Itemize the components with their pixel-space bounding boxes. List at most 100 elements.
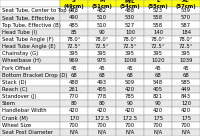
Text: 78.0°: 78.0°: [179, 37, 193, 42]
Text: 449: 449: [181, 87, 191, 92]
Text: 395: 395: [181, 51, 191, 56]
Text: 45: 45: [71, 66, 77, 70]
Text: 395: 395: [125, 51, 135, 56]
Bar: [144, 64, 172, 72]
Text: 45: 45: [99, 66, 105, 70]
Text: 72.5°: 72.5°: [95, 44, 109, 49]
Text: 530: 530: [125, 15, 135, 20]
Text: Wheelbase (H): Wheelbase (H): [2, 58, 40, 63]
Text: 1039: 1039: [179, 58, 193, 63]
Bar: [116, 100, 144, 107]
Bar: [0, 57, 60, 64]
Bar: [172, 86, 200, 93]
Bar: [144, 29, 172, 36]
Text: 969: 969: [69, 58, 79, 63]
Bar: [0, 43, 60, 50]
Bar: [144, 14, 172, 21]
Bar: [60, 29, 88, 36]
Text: 482: 482: [97, 8, 107, 13]
Bar: [88, 100, 116, 107]
Text: 72.5°: 72.5°: [123, 44, 137, 49]
Bar: [172, 72, 200, 79]
Text: Crank (M): Crank (M): [2, 116, 28, 121]
Bar: [172, 14, 200, 21]
Text: M
(51cm): M (51cm): [92, 0, 112, 9]
Bar: [172, 122, 200, 129]
Bar: [0, 0, 60, 7]
Text: N/A: N/A: [125, 130, 135, 135]
Text: Seat Post Diameter: Seat Post Diameter: [2, 130, 53, 135]
Text: 420: 420: [125, 108, 135, 113]
Text: Fork Offset: Fork Offset: [2, 66, 30, 70]
Text: 175: 175: [181, 116, 191, 121]
Text: Seat Tube, Center to Top (A): Seat Tube, Center to Top (A): [2, 8, 76, 13]
Bar: [0, 72, 60, 79]
Text: 509: 509: [125, 80, 135, 85]
Bar: [0, 7, 60, 14]
Bar: [144, 43, 172, 50]
Bar: [116, 129, 144, 136]
Bar: [116, 115, 144, 122]
Text: 843: 843: [181, 94, 191, 99]
Text: 261: 261: [69, 87, 79, 92]
Bar: [88, 86, 116, 93]
Bar: [116, 0, 144, 7]
Text: 485: 485: [69, 23, 79, 28]
Bar: [116, 43, 144, 50]
Bar: [60, 50, 88, 57]
Bar: [88, 115, 116, 122]
Bar: [116, 79, 144, 86]
Bar: [88, 57, 116, 64]
Bar: [88, 64, 116, 72]
Text: L
(55cm): L (55cm): [148, 0, 168, 9]
Text: N/A: N/A: [69, 130, 79, 135]
Text: N/A: N/A: [97, 130, 107, 135]
Bar: [172, 100, 200, 107]
Bar: [144, 50, 172, 57]
Text: M/L
(54cm): M/L (54cm): [120, 0, 140, 9]
Text: 78.0°: 78.0°: [123, 37, 137, 42]
Text: 785: 785: [125, 94, 135, 99]
Text: 68: 68: [183, 73, 189, 78]
Bar: [60, 72, 88, 79]
Text: N/A: N/A: [153, 130, 163, 135]
Text: 473: 473: [69, 8, 79, 13]
Bar: [88, 79, 116, 86]
Text: 1006: 1006: [123, 58, 137, 63]
Text: 700: 700: [153, 123, 163, 128]
Text: 90: 90: [127, 101, 133, 106]
Bar: [172, 79, 200, 86]
Bar: [144, 86, 172, 93]
Bar: [172, 43, 200, 50]
Bar: [88, 43, 116, 50]
Bar: [144, 36, 172, 43]
Bar: [88, 7, 116, 14]
Text: 490: 490: [69, 15, 79, 20]
Bar: [60, 0, 88, 7]
Text: 78.0°: 78.0°: [95, 37, 109, 42]
Bar: [116, 36, 144, 43]
Text: 45: 45: [155, 66, 161, 70]
Bar: [0, 93, 60, 100]
Text: 700: 700: [125, 123, 135, 128]
Bar: [172, 57, 200, 64]
Bar: [60, 122, 88, 129]
Text: 395: 395: [97, 51, 107, 56]
Bar: [116, 57, 144, 64]
Text: Standover (J): Standover (J): [2, 94, 36, 99]
Text: 72.5°: 72.5°: [179, 44, 193, 49]
Text: 488: 488: [125, 8, 135, 13]
Text: 770: 770: [69, 94, 79, 99]
Bar: [0, 29, 60, 36]
Text: 68: 68: [155, 73, 161, 78]
Text: N/A: N/A: [181, 130, 191, 135]
Bar: [116, 21, 144, 29]
Text: 395: 395: [69, 51, 79, 56]
Text: 420: 420: [153, 108, 163, 113]
Text: Seat Tube, Effective: Seat Tube, Effective: [2, 15, 54, 20]
Text: 175: 175: [153, 116, 163, 121]
Bar: [60, 107, 88, 115]
Bar: [172, 115, 200, 122]
Text: 420: 420: [181, 108, 191, 113]
Bar: [0, 21, 60, 29]
